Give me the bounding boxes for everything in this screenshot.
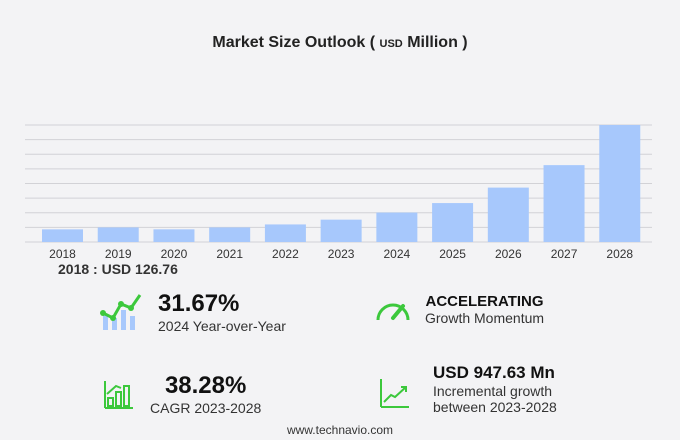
- bar-2020: [153, 229, 195, 242]
- bar-chart: 2018 2019 2020 2021 2022 2023 2024 2025 2026 2027…: [25, 124, 652, 261]
- x-tick-label: 2027: [551, 247, 578, 261]
- x-tick-label: 2021: [216, 247, 243, 261]
- incremental-value: USD 947.63 Mn: [433, 363, 555, 382]
- bar-2024: [376, 212, 418, 242]
- bar-2028: [599, 125, 641, 242]
- bar-2026: [487, 187, 529, 242]
- bar-2025: [432, 203, 474, 242]
- x-tick-label: 2024: [384, 247, 411, 261]
- bar-2019: [97, 227, 139, 242]
- chart-title: Market Size Outlook ( USD Million ): [212, 34, 468, 51]
- x-tick-label: 2020: [161, 247, 188, 261]
- yoy-label: 2024 Year-over-Year: [158, 318, 286, 334]
- x-tick-label: 2025: [439, 247, 466, 261]
- cagr-value: 38.28%: [164, 372, 247, 399]
- bar-2027: [543, 165, 585, 242]
- speedometer-icon: [376, 303, 410, 321]
- momentum-value: ACCELERATING: [425, 293, 544, 310]
- bar-2023: [320, 219, 362, 242]
- incremental-label: Incremental growth: [433, 383, 553, 399]
- growth-chart-icon: [100, 294, 142, 330]
- bar-2018: [42, 229, 83, 242]
- cagr-label: CAGR 2023-2028: [150, 400, 262, 416]
- base-year-label: 2018 : USD 126.76: [58, 261, 178, 277]
- x-tick-label: 2019: [105, 247, 132, 261]
- bar-2021: [209, 227, 251, 242]
- trend-line-icon: [380, 379, 409, 408]
- x-tick-label: 2023: [328, 247, 355, 261]
- bar-growth-icon: [104, 381, 133, 409]
- bar-2022: [264, 224, 306, 242]
- momentum-label: Growth Momentum: [425, 310, 545, 326]
- x-tick-label: 2026: [495, 247, 522, 261]
- yoy-value: 31.67%: [158, 290, 240, 317]
- x-tick-label: 2022: [272, 247, 299, 261]
- incremental-period: between 2023-2028: [433, 399, 557, 415]
- x-tick-label: 2028: [606, 247, 633, 261]
- footer-url: www.technavio.com: [286, 423, 394, 437]
- x-tick-label: 2018: [49, 247, 76, 261]
